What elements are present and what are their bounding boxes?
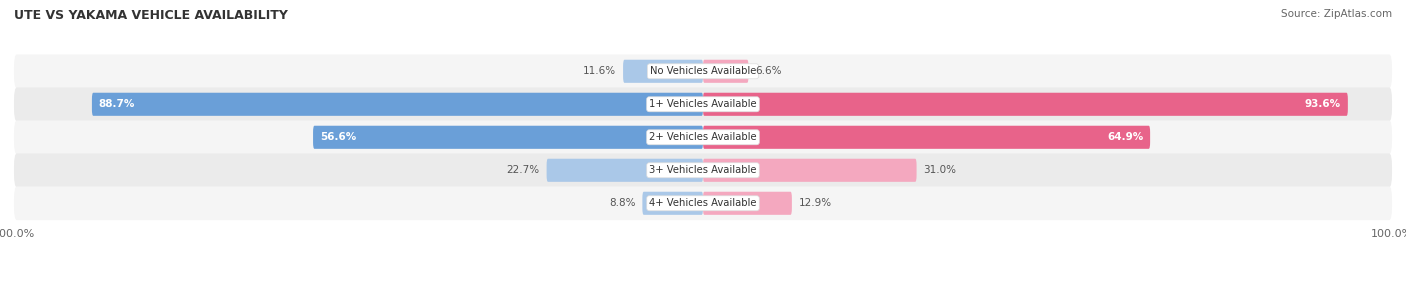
Text: 8.8%: 8.8% bbox=[609, 198, 636, 208]
FancyBboxPatch shape bbox=[91, 93, 703, 116]
FancyBboxPatch shape bbox=[703, 159, 917, 182]
Text: 88.7%: 88.7% bbox=[98, 99, 135, 109]
FancyBboxPatch shape bbox=[14, 120, 1392, 154]
Text: 93.6%: 93.6% bbox=[1305, 99, 1341, 109]
Text: Source: ZipAtlas.com: Source: ZipAtlas.com bbox=[1281, 9, 1392, 19]
FancyBboxPatch shape bbox=[14, 54, 1392, 88]
Text: 31.0%: 31.0% bbox=[924, 165, 956, 175]
FancyBboxPatch shape bbox=[547, 159, 703, 182]
Text: 2+ Vehicles Available: 2+ Vehicles Available bbox=[650, 132, 756, 142]
Text: 3+ Vehicles Available: 3+ Vehicles Available bbox=[650, 165, 756, 175]
FancyBboxPatch shape bbox=[14, 186, 1392, 220]
Text: 64.9%: 64.9% bbox=[1107, 132, 1143, 142]
FancyBboxPatch shape bbox=[623, 60, 703, 83]
FancyBboxPatch shape bbox=[703, 60, 748, 83]
Text: 6.6%: 6.6% bbox=[755, 66, 782, 76]
Text: UTE VS YAKAMA VEHICLE AVAILABILITY: UTE VS YAKAMA VEHICLE AVAILABILITY bbox=[14, 9, 288, 21]
FancyBboxPatch shape bbox=[14, 154, 1392, 187]
FancyBboxPatch shape bbox=[14, 88, 1392, 121]
Text: 11.6%: 11.6% bbox=[583, 66, 616, 76]
Text: 56.6%: 56.6% bbox=[321, 132, 356, 142]
Text: 22.7%: 22.7% bbox=[506, 165, 540, 175]
Text: 12.9%: 12.9% bbox=[799, 198, 832, 208]
FancyBboxPatch shape bbox=[314, 126, 703, 149]
Text: No Vehicles Available: No Vehicles Available bbox=[650, 66, 756, 76]
FancyBboxPatch shape bbox=[703, 192, 792, 215]
Text: 1+ Vehicles Available: 1+ Vehicles Available bbox=[650, 99, 756, 109]
FancyBboxPatch shape bbox=[643, 192, 703, 215]
Text: 4+ Vehicles Available: 4+ Vehicles Available bbox=[650, 198, 756, 208]
FancyBboxPatch shape bbox=[703, 126, 1150, 149]
FancyBboxPatch shape bbox=[703, 93, 1348, 116]
